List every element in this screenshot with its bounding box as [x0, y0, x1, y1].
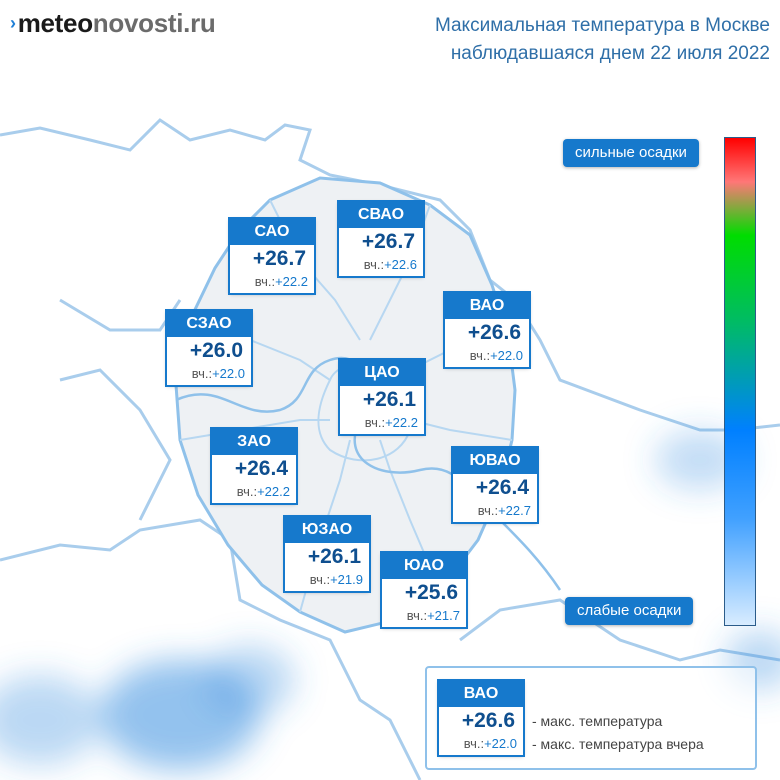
district-card-yuvao[interactable]: ЮВАО +26.4 вч.:+22.7 — [453, 448, 537, 522]
scale-label-heavy: сильные осадки — [563, 139, 699, 167]
district-name: ЮВАО — [453, 448, 537, 474]
district-card-sao[interactable]: САО +26.7 вч.:+22.2 — [230, 219, 314, 293]
district-yesterday: вч.:+22.7 — [453, 502, 537, 522]
yesterday-label: вч.: — [309, 572, 331, 587]
logo-novosti: novosti.ru — [92, 8, 216, 38]
district-temp: +26.4 — [475, 476, 529, 499]
district-yesterday: вч.:+22.2 — [340, 414, 424, 434]
district-yesterday: вч.:+22.2 — [212, 483, 296, 503]
yesterday-value: +22.0 — [490, 348, 523, 363]
district-yesterday: вч.:+21.9 — [285, 571, 369, 591]
logo-mark: › — [10, 13, 16, 33]
district-temp: +26.7 — [361, 230, 415, 253]
district-card-yuao[interactable]: ЮАО +25.6 вч.:+21.7 — [382, 553, 466, 627]
district-card-vao[interactable]: ВАО +26.6 вч.:+22.0 — [445, 293, 529, 367]
yesterday-value: +22.0 — [484, 736, 517, 751]
title-line2: наблюдавшаяся днем 22 июля 2022 — [450, 43, 770, 64]
legend-note-max: - макс. температура — [532, 713, 663, 729]
district-name: ЮЗАО — [285, 517, 369, 543]
yesterday-value: +22.2 — [385, 415, 418, 430]
district-card-yuzao[interactable]: ЮЗАО +26.1 вч.:+21.9 — [285, 517, 369, 591]
district-temp: +26.1 — [307, 545, 361, 568]
legend-yesterday: вч.:+22.0 — [439, 735, 523, 755]
yesterday-label: вч.: — [254, 274, 276, 289]
yesterday-value: +22.2 — [257, 484, 290, 499]
yesterday-label: вч.: — [364, 415, 386, 430]
district-temp: +26.1 — [362, 388, 416, 411]
district-card-szao[interactable]: СЗАО +26.0 вч.:+22.0 — [167, 311, 251, 385]
district-yesterday: вч.:+22.0 — [445, 347, 529, 367]
legend-note-yesterday: - макс. температура вчера — [532, 736, 704, 752]
district-name: ЮАО — [382, 553, 466, 579]
district-card-svao[interactable]: СВАО +26.7 вч.:+22.6 — [339, 202, 423, 276]
yesterday-value: +21.7 — [427, 608, 460, 623]
precipitation-areas — [0, 430, 780, 770]
district-name: ЦАО — [340, 360, 424, 386]
district-name: САО — [230, 219, 314, 245]
district-name: СВАО — [339, 202, 423, 228]
district-name: ЗАО — [212, 429, 296, 455]
district-name: ВАО — [445, 293, 529, 319]
title-line1: Максимальная температура в Москве — [434, 15, 770, 36]
site-logo[interactable]: ›meteonovosti.ru — [10, 8, 216, 39]
map-title: Максимальная температура в Москве наблюд… — [435, 12, 770, 68]
scale-label-light: слабые осадки — [565, 597, 694, 625]
legend-sample-card: ВАО +26.6 вч.:+22.0 — [439, 681, 523, 755]
district-yesterday: вч.:+22.2 — [230, 273, 314, 293]
yesterday-value: +22.0 — [212, 366, 245, 381]
yesterday-label: вч.: — [406, 608, 428, 623]
yesterday-label: вч.: — [191, 366, 213, 381]
legend-temp: +26.6 — [461, 709, 515, 732]
yesterday-value: +22.2 — [275, 274, 308, 289]
logo-meteo: meteo — [17, 8, 93, 38]
yesterday-label: вч.: — [363, 257, 385, 272]
district-name: СЗАО — [167, 311, 251, 337]
yesterday-label: вч.: — [463, 736, 485, 751]
district-temp: +25.6 — [404, 581, 458, 604]
precipitation-scale-bar — [724, 137, 756, 626]
district-card-tsao[interactable]: ЦАО +26.1 вч.:+22.2 — [340, 360, 424, 434]
legend-notes: - макс. температура - макс. температура … — [532, 710, 704, 756]
yesterday-value: +21.9 — [330, 572, 363, 587]
district-temp: +26.7 — [252, 247, 306, 270]
yesterday-label: вч.: — [469, 348, 491, 363]
district-temp: +26.0 — [189, 339, 243, 362]
district-card-zao[interactable]: ЗАО +26.4 вч.:+22.2 — [212, 429, 296, 503]
yesterday-value: +22.7 — [498, 503, 531, 518]
legend-district-name: ВАО — [439, 681, 523, 707]
district-temp: +26.6 — [467, 321, 521, 344]
district-temp: +26.4 — [234, 457, 288, 480]
district-yesterday: вч.:+21.7 — [382, 607, 466, 627]
district-yesterday: вч.:+22.6 — [339, 256, 423, 276]
district-yesterday: вч.:+22.0 — [167, 365, 251, 385]
yesterday-label: вч.: — [236, 484, 258, 499]
yesterday-label: вч.: — [477, 503, 499, 518]
yesterday-value: +22.6 — [384, 257, 417, 272]
